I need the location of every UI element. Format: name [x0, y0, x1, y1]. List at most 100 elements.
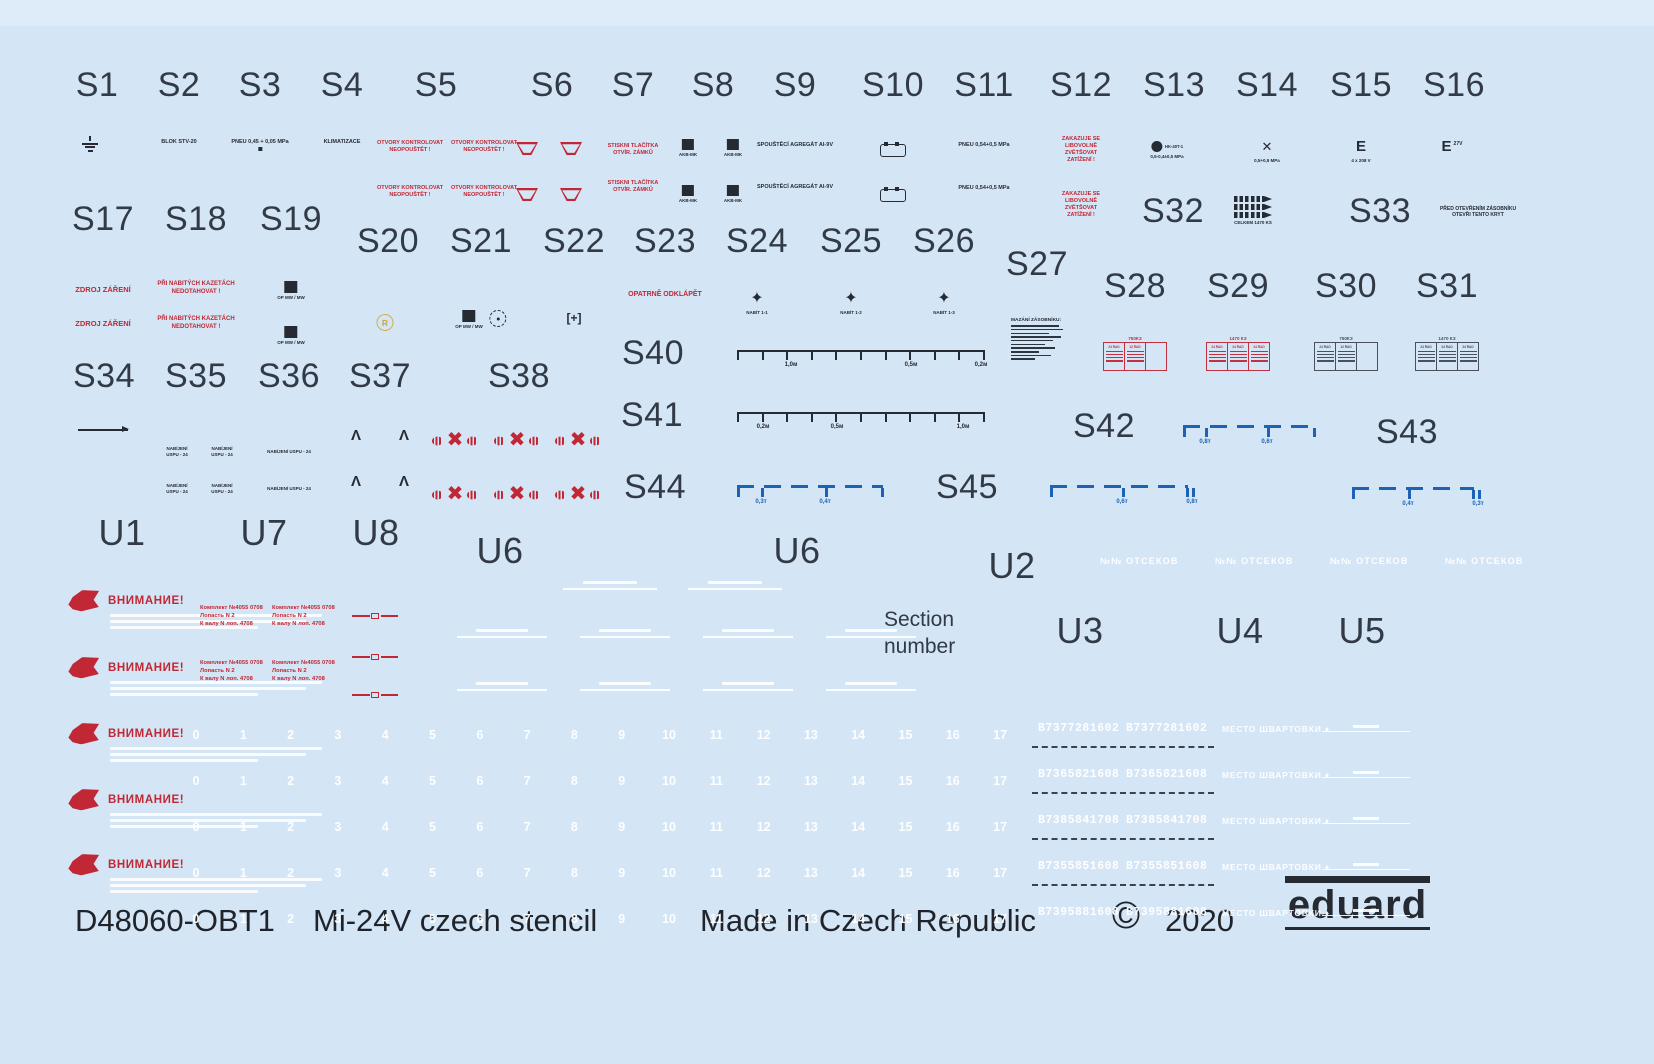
white-text-bar — [582, 581, 638, 584]
stencil-digit: 16 — [945, 912, 960, 926]
stencil-digit: 4 — [381, 866, 389, 880]
ammo-table-decal: 750КЗ 24 ŘAD 12 ŘAD — [1314, 336, 1378, 371]
scale-tick — [761, 352, 764, 360]
table-cell-line — [1250, 350, 1268, 352]
scale-label: 0,3т — [755, 499, 767, 505]
white-text-bar — [844, 682, 898, 685]
stencil-digit: 4 — [381, 820, 389, 834]
group-label-s35: S35 — [165, 357, 227, 395]
white-underline — [1322, 730, 1410, 733]
table-cell-line — [1337, 353, 1355, 356]
red-cross-icon: ✖ — [569, 429, 587, 452]
ammo-belt-decal: CELKEM 1470 KS — [1234, 196, 1272, 225]
glyph-icon: ✦ — [750, 290, 764, 307]
table-cell-line — [1459, 350, 1477, 352]
scale-line — [737, 485, 883, 488]
stencil-digit: 9 — [618, 774, 626, 788]
no-step-marker-decal: ✖ — [494, 430, 540, 452]
table-cell-line — [1208, 357, 1226, 359]
scale-tick — [933, 352, 936, 360]
scale-tick — [761, 488, 764, 497]
warning-title: ВНИМАНИЕ! — [108, 793, 185, 806]
table-box: 24 ŘAD 24 ŘAD 24 ŘAD — [1415, 342, 1479, 371]
scale-tick — [881, 488, 884, 497]
stencil-digit: 15 — [898, 728, 913, 742]
white-text-bar — [844, 629, 898, 632]
stencil-text-line: STISKNI TLAČÍTKA — [607, 143, 659, 149]
battery-icon-decal — [880, 186, 906, 202]
stencil-digit: 0 — [192, 728, 200, 742]
fine-print-line — [1011, 332, 1049, 335]
fine-print-decal: MAZÁNÍ ZÁSOBNÍKU: — [1011, 318, 1065, 360]
white-text-line — [110, 619, 306, 623]
stencil-digit: 16 — [945, 820, 960, 834]
white-stencil-line-decal — [703, 629, 793, 638]
scale-line — [737, 412, 985, 415]
stencil-digit: 1 — [239, 866, 247, 880]
red-cross-icon: ✖ — [508, 483, 526, 506]
warning-header: ВНИМАНИЕ! — [68, 789, 358, 810]
group-label-s40: S40 — [622, 334, 684, 372]
stencil-digit: 1 — [239, 912, 247, 926]
white-underline — [703, 636, 793, 638]
square-caption: AKB-MK — [723, 151, 743, 157]
stencil-digit: 6 — [476, 866, 484, 880]
fork-marker-decal: Λ — [399, 427, 409, 445]
mooring-point-text-decal: МЕСТО ШВАРТОВКИ ♦ — [1222, 908, 1330, 918]
product-title: Mi-24V czech stencil — [313, 903, 598, 938]
white-text-line — [110, 680, 322, 684]
serial-number-decal: В7385841708 — [1126, 814, 1208, 827]
stencil-digit: 8 — [570, 820, 578, 834]
mooring-point-text-decal: МЕСТО ШВАРТОВКИ ♦ — [1222, 816, 1330, 826]
glyph-icon: ✦ — [937, 290, 951, 307]
no-step-marker-decal: ✖ — [432, 484, 478, 506]
square-caption: OP MW / MW — [277, 294, 305, 300]
circle-r-decal: R — [376, 314, 394, 331]
dot-side-text: HK-40T-1 — [1164, 143, 1184, 149]
group-label-s12: S12 — [1050, 66, 1112, 104]
blade-set-line: Лопасть N 2 — [200, 668, 235, 675]
table-cell-line — [1438, 357, 1456, 359]
stencil-digit: 0 — [192, 820, 200, 834]
red-cross-icon: ✖ — [569, 483, 587, 506]
scale-tick — [1408, 490, 1411, 499]
no-step-marker-decal: ✖ — [494, 484, 540, 506]
trapezoid-marker-decal — [516, 142, 538, 155]
table-column-label: 24 ŘAD — [1319, 344, 1331, 349]
table-cell-line — [1126, 357, 1144, 359]
table-cell-line — [1229, 357, 1247, 359]
white-text-line — [110, 883, 306, 887]
dial-center-dot — [496, 317, 500, 320]
serial-number-decal: В7385841708 — [1038, 814, 1120, 827]
white-text-bar — [1353, 909, 1379, 912]
group-label-s37: S37 — [349, 357, 411, 395]
group-label-s42: S42 — [1073, 407, 1135, 445]
stencil-text-line: PNEU 0,54+0,5 MPa — [958, 142, 1010, 148]
fine-print-line — [1011, 358, 1035, 360]
table-cell-line — [1316, 357, 1334, 359]
trapezoid-marker-decal — [560, 142, 582, 155]
mark-line — [352, 615, 370, 617]
table-cell-line — [1417, 360, 1435, 362]
scale-tick — [1192, 488, 1195, 497]
table-header: 750КЗ — [1128, 336, 1142, 341]
scale-tick — [1352, 490, 1355, 499]
logo-top-bar — [1285, 876, 1430, 883]
stencil-digit: 13 — [803, 912, 818, 926]
fork-marker-decal: Λ — [399, 473, 409, 491]
dash-separator — [1032, 746, 1214, 748]
vnimanie-warning-decal: ВНИМАНИЕ! — [68, 590, 358, 629]
table-column-label: 12 ŘAD — [1129, 344, 1141, 349]
copyright-icon: © — [1112, 895, 1140, 937]
white-text-bar — [1353, 771, 1379, 774]
warning-header: ВНИМАНИЕ! — [68, 854, 358, 875]
stencil-digit: 3 — [334, 774, 342, 788]
stencil-digit: 12 — [756, 866, 771, 880]
white-stencil-line-decal — [688, 581, 782, 590]
group-label-s38: S38 — [488, 357, 550, 395]
battery-body — [880, 189, 906, 202]
table-box: 24 ŘAD 12 ŘAD — [1314, 342, 1378, 371]
white-text-line — [110, 812, 322, 816]
product-code: D48060-OBT1 — [75, 903, 275, 938]
